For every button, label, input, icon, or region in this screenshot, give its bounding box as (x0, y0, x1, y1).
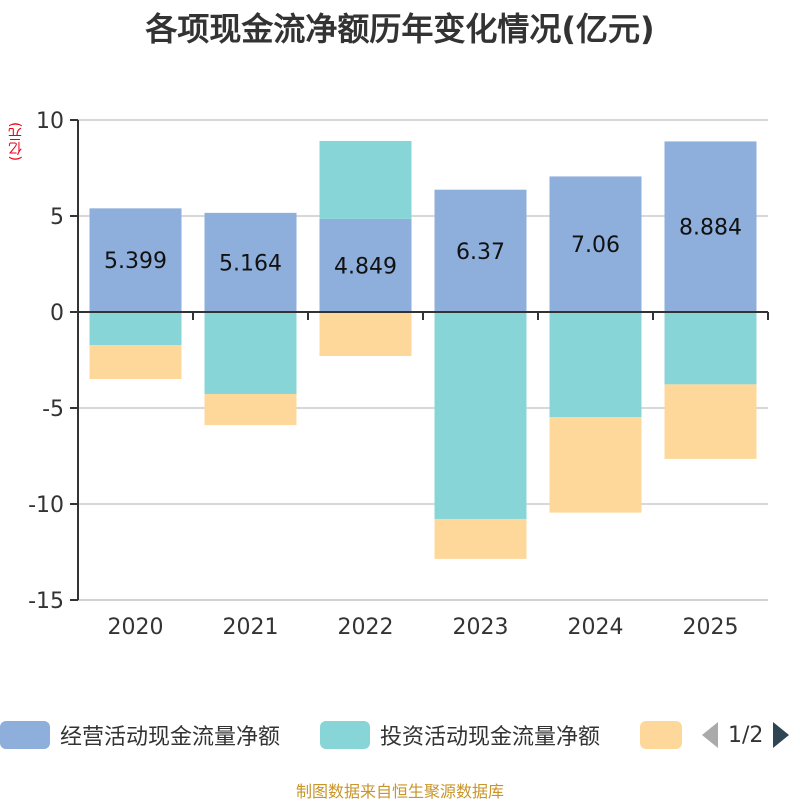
legend-page-number: 1/2 (728, 722, 764, 748)
legend-item-investing[interactable]: 投资活动现金流量净额 (320, 716, 600, 754)
legend-label-operating: 经营活动现金流量净额 (60, 725, 281, 750)
bar-investing-2022[interactable] (319, 140, 412, 219)
data-label: 5.164 (219, 251, 282, 276)
y-tick-label: 0 (50, 301, 64, 326)
x-tick-label: 2021 (223, 615, 279, 640)
bar-investing-2023[interactable] (434, 312, 527, 519)
bar-financing-2023[interactable] (434, 518, 527, 559)
y-tick-label: -15 (28, 589, 64, 614)
data-label: 8.884 (679, 216, 742, 241)
axes: 10 5 0 -5 -10 -15 2020 2021 2022 2023 2024 2025 (28, 109, 769, 640)
bar-operating-2023[interactable] (434, 189, 527, 312)
legend-swatch-operating (0, 721, 50, 749)
x-tick-label: 2025 (683, 615, 739, 640)
bars (89, 140, 757, 559)
legend-prev-icon[interactable] (700, 721, 720, 749)
bar-investing-2025[interactable] (664, 312, 757, 385)
y-tick-label: -10 (28, 493, 64, 518)
legend-swatch-investing (320, 721, 370, 749)
y-tick-label: 10 (36, 109, 64, 134)
bar-investing-2020[interactable] (89, 312, 182, 346)
bar-financing-2020[interactable] (89, 345, 182, 380)
x-tick-label: 2020 (108, 615, 164, 640)
data-label: 5.399 (104, 249, 167, 274)
data-label: 4.849 (334, 254, 397, 279)
bar-operating-2022[interactable] (319, 218, 412, 312)
bar-financing-2025[interactable] (664, 384, 757, 459)
y-tick-label: 5 (50, 205, 64, 230)
legend-label-investing: 投资活动现金流量净额 (380, 725, 601, 750)
chart-title: 各项现金流净额历年变化情况(亿元) (145, 10, 655, 48)
legend-next-icon[interactable] (771, 721, 791, 749)
bar-financing-2021[interactable] (204, 393, 297, 426)
gridlines (78, 119, 768, 601)
data-label: 6.37 (456, 240, 505, 265)
bar-operating-2020[interactable] (89, 208, 182, 312)
bar-financing-2024[interactable] (549, 417, 642, 513)
legend-pager: 1/2 (700, 716, 791, 754)
data-labels: 5.399 5.164 4.849 6.37 7.06 8.884 (104, 216, 742, 280)
bar-operating-2024[interactable] (549, 176, 642, 312)
bar-investing-2024[interactable] (549, 312, 642, 418)
bar-operating-2025[interactable] (664, 141, 757, 312)
x-tick-label: 2023 (453, 615, 509, 640)
data-label: 7.06 (571, 233, 620, 258)
y-tick-label: -5 (42, 397, 64, 422)
legend-swatch-financing (640, 721, 682, 749)
x-tick-label: 2024 (568, 615, 624, 640)
bar-operating-2021[interactable] (204, 212, 297, 312)
legend-item-operating[interactable]: 经营活动现金流量净额 (0, 716, 280, 754)
data-source-footer: 制图数据来自恒生聚源数据库 (295, 782, 504, 801)
legend-item-financing[interactable] (640, 716, 692, 754)
x-tick-label: 2022 (338, 615, 394, 640)
bar-investing-2021[interactable] (204, 312, 297, 394)
legend: 经营活动现金流量净额 投资活动现金流量净额 1/2 (0, 716, 800, 754)
bar-financing-2022[interactable] (319, 312, 412, 356)
